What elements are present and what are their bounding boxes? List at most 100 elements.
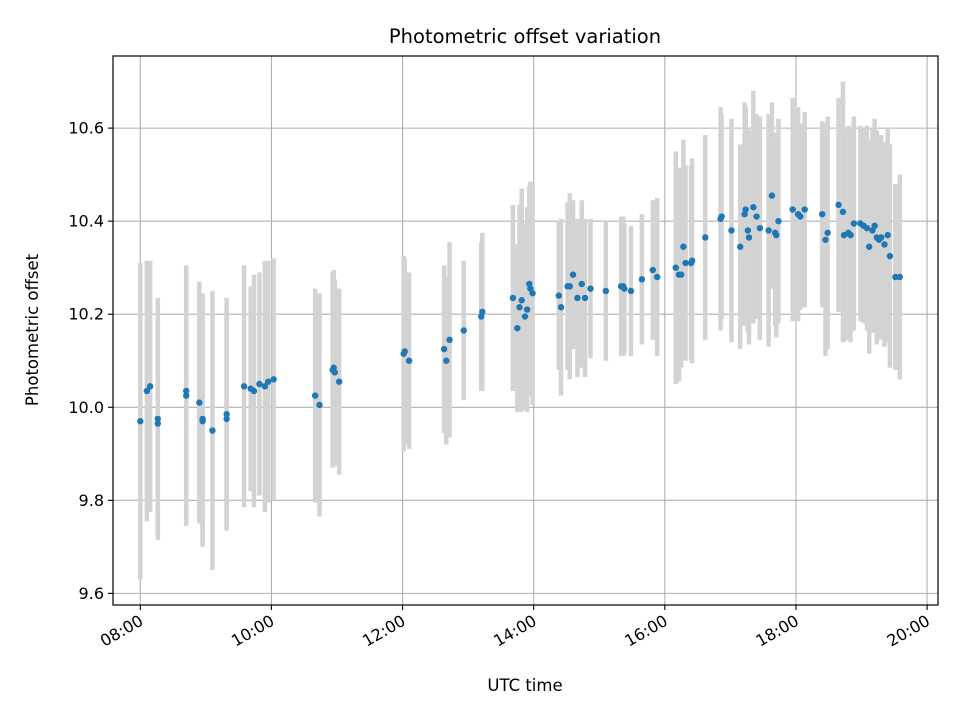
data-point [446, 336, 453, 344]
data-point [801, 206, 808, 213]
data-point [196, 399, 203, 406]
data-point [688, 257, 696, 264]
data-point [529, 290, 536, 297]
data-point [183, 392, 190, 399]
data-point [154, 420, 162, 427]
data-point [737, 243, 744, 250]
data-point [183, 387, 190, 395]
data-point [443, 357, 450, 364]
data-point [566, 283, 573, 290]
data-point [199, 415, 206, 423]
data-point [311, 392, 319, 399]
x-tick-label: 10:00 [228, 611, 277, 651]
data-point [518, 297, 525, 304]
data-point [587, 285, 594, 292]
data-point [331, 369, 339, 376]
data-point [223, 415, 230, 423]
x-tick-label: 18:00 [753, 611, 802, 651]
plot-area-frame [112, 55, 939, 606]
data-point [649, 266, 657, 274]
data-point [797, 213, 804, 220]
data-point [479, 308, 486, 316]
y-tick-label: 10.2 [68, 305, 104, 324]
chart-title: Photometric offset variation [389, 25, 661, 48]
data-point [884, 231, 891, 239]
data-point [557, 304, 565, 311]
data-point [509, 294, 517, 302]
data-point [886, 252, 894, 260]
data-point [750, 204, 757, 211]
data-point [678, 271, 685, 278]
data-point [143, 387, 151, 395]
data-point [270, 376, 277, 383]
data-point [154, 415, 162, 423]
data-point [702, 234, 709, 241]
x-axis-label: UTC time [487, 676, 562, 695]
data-point [581, 294, 589, 302]
y-tick-label: 10.6 [68, 119, 104, 138]
x-axis-ticks: 08:00 10:00 12:00 14:00 16:00 18:00 20:00 [97, 605, 933, 651]
data-point [523, 306, 531, 313]
data-point [256, 380, 263, 388]
data-point [745, 234, 753, 241]
data-point [680, 243, 687, 250]
data-point [264, 378, 272, 385]
data-point [638, 276, 646, 283]
error-bars [138, 81, 903, 580]
data-point [881, 241, 888, 248]
data-point [621, 285, 628, 292]
y-axis-label: Photometric offset [23, 253, 42, 406]
data-point [316, 401, 323, 409]
data-point [789, 206, 796, 213]
data-point [847, 231, 854, 239]
data-point [865, 243, 873, 250]
y-axis-ticks: 9.6 9.8 10.0 10.2 10.4 10.6 [68, 119, 113, 603]
x-tick-label: 20:00 [884, 611, 933, 651]
data-point [405, 357, 413, 364]
data-point [850, 220, 858, 227]
y-tick-label: 9.8 [79, 491, 104, 510]
data-points [137, 192, 903, 434]
y-tick-label: 10.4 [68, 212, 104, 231]
data-point [822, 236, 829, 243]
data-point [863, 224, 871, 232]
data-point [775, 217, 782, 225]
x-tick-label: 08:00 [97, 611, 146, 651]
data-point [574, 294, 581, 302]
data-point [653, 273, 661, 281]
data-point [744, 227, 752, 234]
data-point [261, 383, 269, 390]
data-point [627, 287, 635, 295]
data-point [137, 418, 144, 425]
data-point [718, 213, 725, 220]
data-point [824, 229, 831, 236]
data-point [335, 378, 343, 385]
data-point [514, 324, 521, 332]
data-point [753, 213, 760, 220]
data-point [672, 264, 679, 271]
data-point [440, 345, 448, 353]
data-point [835, 201, 842, 209]
data-point [818, 210, 826, 218]
y-tick-label: 10.0 [68, 398, 104, 417]
data-point [839, 208, 847, 216]
data-point [877, 234, 885, 241]
data-point [871, 222, 878, 230]
data-point [768, 192, 776, 199]
data-point [602, 287, 610, 295]
data-point [250, 387, 258, 395]
data-point [896, 273, 903, 281]
data-point [521, 313, 529, 320]
y-tick-label: 9.6 [79, 584, 104, 603]
data-point [460, 327, 467, 334]
data-point [516, 304, 523, 311]
data-point [555, 292, 563, 299]
data-point [223, 411, 230, 418]
data-point [773, 231, 780, 239]
data-point [756, 224, 764, 232]
x-tick-label: 14:00 [490, 611, 539, 651]
data-point [146, 383, 154, 390]
data-point [209, 427, 216, 434]
data-point [569, 271, 577, 278]
